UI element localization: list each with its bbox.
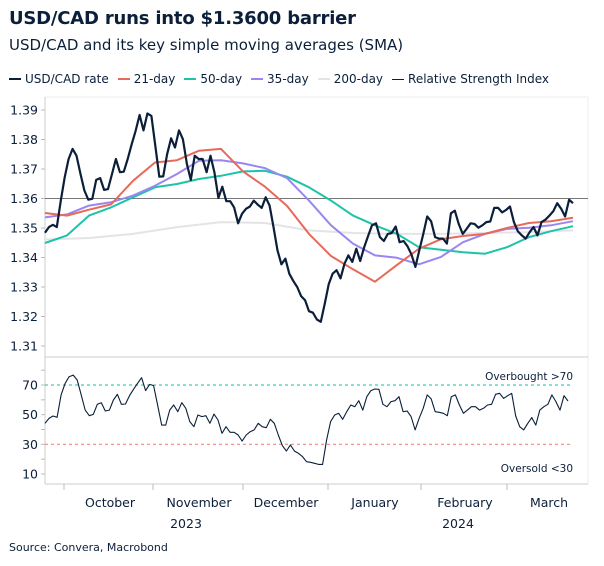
month-label: December: [254, 495, 320, 510]
year-label: 2024: [442, 516, 474, 531]
y-tick-label: 1.37: [10, 162, 38, 177]
oversold-label: Oversold <30: [501, 463, 573, 475]
y-tick-label: 1.38: [10, 132, 38, 147]
series-line-50-day: [44, 169, 574, 255]
legend-swatch: [317, 78, 330, 80]
y-tick-label: 1.31: [10, 339, 38, 354]
chart-title: USD/CAD runs into $1.3600 barrier: [9, 8, 356, 29]
month-label: February: [437, 495, 493, 510]
source-note: Source: Convera, Macrobond: [9, 541, 168, 554]
legend-label: Relative Strength Index: [408, 72, 549, 86]
legend-item-200day: 200-day: [317, 72, 384, 86]
rsi-tick-label: 30: [22, 437, 38, 452]
month-label: January: [350, 495, 399, 510]
y-tick-label: 1.33: [10, 280, 38, 295]
chart-subtitle: USD/CAD and its key simple moving averag…: [9, 36, 404, 54]
series-line-usd-cad-rate: [44, 112, 574, 323]
y-tick-label: 1.32: [10, 309, 38, 324]
legend: USD/CAD rate 21-day 50-day 35-day 200-da…: [9, 72, 549, 86]
legend-label: USD/CAD rate: [25, 72, 109, 86]
month-label: November: [166, 495, 232, 510]
y-tick-label: 1.35: [10, 221, 38, 236]
year-label: 2023: [170, 516, 202, 531]
month-label: March: [530, 495, 568, 510]
legend-label: 21-day: [133, 72, 176, 86]
legend-swatch: [117, 78, 130, 80]
legend-label: 50-day: [200, 72, 243, 86]
legend-label: 200-day: [333, 72, 384, 86]
series-line-21-day: [44, 147, 574, 283]
legend-item-rate: USD/CAD rate: [9, 72, 109, 86]
rsi-tick-label: 10: [22, 467, 38, 482]
legend-item-rsi: Relative Strength Index: [392, 72, 549, 86]
legend-item-21day: 21-day: [117, 72, 176, 86]
y-tick-label: 1.39: [10, 103, 38, 118]
legend-swatch: [184, 78, 197, 80]
rsi-tick-label: 50: [22, 407, 38, 422]
legend-swatch: [251, 78, 264, 80]
legend-item-35day: 35-day: [251, 72, 309, 86]
legend-swatch: [9, 78, 21, 80]
y-tick-label: 1.34: [10, 250, 38, 265]
overbought-label: Overbought >70: [485, 371, 573, 383]
y-tick-label: 1.36: [10, 191, 38, 206]
rsi-line: [44, 374, 569, 465]
legend-label: 35-day: [267, 72, 309, 86]
legend-item-50day: 50-day: [184, 72, 242, 86]
rsi-tick-label: 70: [22, 378, 38, 393]
legend-swatch: [392, 78, 405, 80]
month-label: October: [85, 495, 136, 510]
